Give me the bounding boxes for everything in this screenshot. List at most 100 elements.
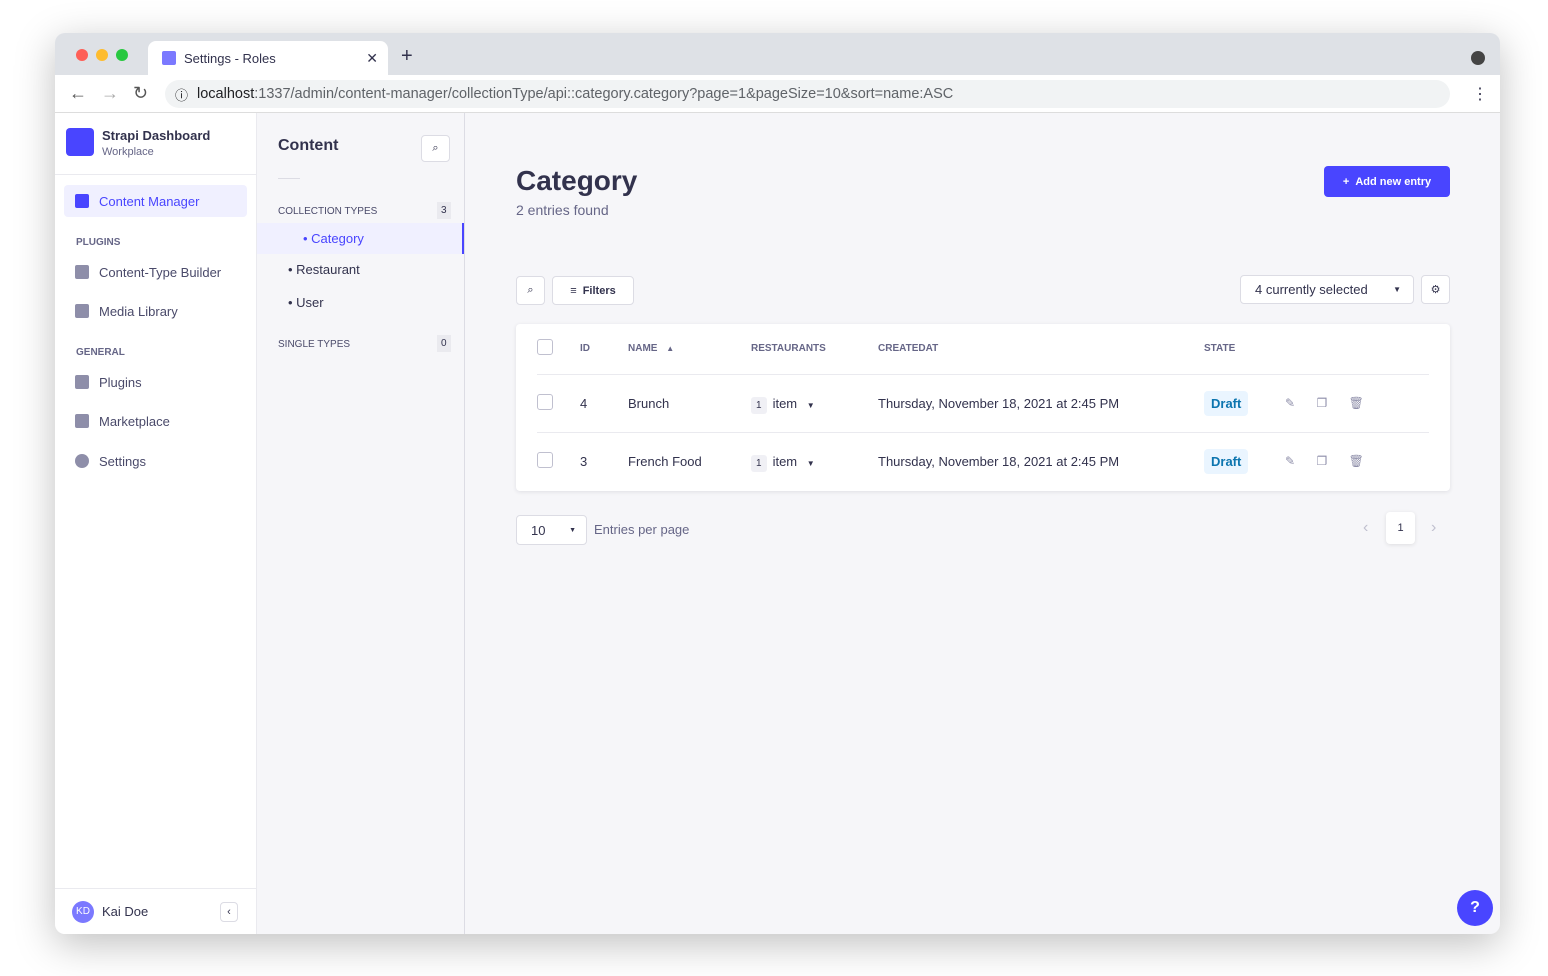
brand: Strapi Dashboard Workplace (55, 113, 256, 175)
sidebar-item-media-library[interactable]: Media Library (64, 295, 247, 327)
strapi-favicon-icon (162, 51, 176, 65)
url-input[interactable]: ⓘ localhost:1337/admin/content-manager/c… (165, 80, 1450, 108)
subnav-search-button[interactable]: ⌕ (421, 135, 450, 162)
back-icon[interactable]: ← (69, 83, 87, 103)
close-tab-icon[interactable]: ✕ (366, 49, 378, 66)
duplicate-icon[interactable]: ❐ (1316, 396, 1328, 410)
cell-restaurants[interactable]: 1 item ▼ (751, 373, 878, 432)
gear-icon (75, 454, 89, 468)
columns-select[interactable]: 4 currently selected ▼ (1240, 275, 1414, 304)
chevron-down-icon: ▼ (806, 458, 815, 468)
settings-button[interactable]: ⚙ (1421, 275, 1450, 304)
subnav-item-label: Restaurant (296, 262, 360, 277)
cell-name: Brunch (628, 373, 751, 432)
new-tab-button[interactable]: + (401, 45, 413, 67)
maximize-window-button[interactable] (116, 49, 128, 61)
sidebar-item-marketplace[interactable]: Marketplace (64, 405, 247, 437)
url-path: :1337/admin/content-manager/collectionTy… (254, 86, 954, 102)
info-icon: ⓘ (175, 87, 189, 103)
cell-restaurants[interactable]: 1 item ▼ (751, 431, 878, 490)
feather-icon (75, 194, 89, 208)
page-title: Category (516, 165, 638, 196)
page-size-select[interactable]: 10 ▼ (516, 515, 587, 545)
page-size-value: 10 (531, 522, 546, 538)
header-restaurants[interactable]: RESTAURANTS (751, 343, 826, 355)
content-subnav: Content ⌕ COLLECTION TYPES 3 • Category … (257, 113, 465, 934)
collapse-sidebar-button[interactable]: ‹ (220, 901, 238, 922)
collection-types-label: COLLECTION TYPES (278, 206, 378, 217)
row-checkbox[interactable] (537, 451, 553, 468)
brand-name: Strapi Dashboard (102, 128, 211, 143)
subnav-item-label: Category (311, 231, 364, 246)
sidebar-item-plugins[interactable]: Plugins (64, 366, 247, 398)
menu-icon[interactable]: ⋮ (1472, 86, 1488, 103)
edit-icon[interactable]: ✎ (1285, 396, 1296, 410)
cell-createdat: Thursday, November 18, 2021 at 2:45 PM (878, 373, 1204, 432)
url-host: localhost (197, 86, 255, 102)
sidebar-item-settings[interactable]: Settings (64, 445, 247, 477)
table-header: ID NAME ▲ RESTAURANTS CREATEDAT STATE (537, 324, 1429, 374)
entries-per-page-label: Entries per page (594, 522, 690, 537)
user-profile[interactable]: KD Kai Doe ‹ (55, 888, 256, 934)
filter-icon: ≡ (570, 284, 577, 297)
close-window-button[interactable] (76, 49, 88, 61)
header-state[interactable]: STATE (1204, 343, 1236, 355)
sidebar-item-label: Content Manager (99, 193, 200, 209)
tab-search-icon[interactable] (1471, 51, 1485, 65)
subnav-item-label: User (296, 295, 324, 310)
trash-icon[interactable]: 🗑 (1348, 454, 1364, 469)
general-section-label: GENERAL (76, 347, 125, 358)
plus-icon: + (1342, 175, 1350, 188)
subnav-item-category[interactable]: • Category (257, 223, 464, 254)
filters-label: Filters (582, 284, 616, 297)
main-content: Category 2 entries found + Add new entry … (465, 113, 1500, 934)
single-types-label: SINGLE TYPES (278, 339, 351, 350)
forward-icon[interactable]: → (101, 83, 119, 103)
row-checkbox[interactable] (537, 393, 553, 410)
minimize-window-button[interactable] (96, 49, 108, 61)
trash-icon[interactable]: 🗑 (1348, 396, 1364, 410)
layout-icon (75, 265, 89, 279)
select-all-checkbox[interactable] (537, 339, 553, 356)
cell-name: French Food (628, 431, 751, 490)
subnav-item-user[interactable]: • User (288, 295, 324, 310)
relation-label: item (772, 453, 798, 469)
add-new-entry-label: Add new entry (1355, 175, 1432, 188)
header-createdat[interactable]: CREATEDAT (878, 343, 939, 355)
status-badge: Draft (1204, 390, 1249, 416)
main-sidebar: Strapi Dashboard Workplace Content Manag… (55, 113, 257, 934)
help-button[interactable]: ? (1457, 890, 1493, 926)
add-new-entry-button[interactable]: + Add new entry (1324, 166, 1450, 197)
filters-button[interactable]: ≡ Filters (552, 276, 634, 305)
reload-icon[interactable]: ↻ (133, 83, 149, 103)
duplicate-icon[interactable]: ❐ (1316, 454, 1328, 469)
cell-id: 3 (580, 431, 628, 490)
search-button[interactable]: ⌕ (516, 276, 545, 305)
next-page-icon[interactable]: › (1431, 519, 1437, 536)
address-bar-row: ← → ↻ ⓘ localhost:1337/admin/content-man… (55, 75, 1500, 113)
puzzle-icon (75, 375, 89, 389)
picture-icon (75, 304, 89, 318)
cell-createdat: Thursday, November 18, 2021 at 2:45 PM (878, 431, 1204, 490)
browser-tab[interactable]: Settings - Roles ✕ (148, 41, 388, 75)
edit-icon[interactable]: ✎ (1285, 454, 1296, 469)
gear-icon: ⚙ (1430, 284, 1441, 296)
divider (278, 178, 300, 179)
relation-count: 1 (751, 396, 767, 414)
plugins-section-label: PLUGINS (76, 237, 121, 248)
subnav-title: Content (278, 137, 339, 154)
relation-label: item (772, 395, 798, 411)
relation-count: 1 (751, 454, 767, 472)
collection-count: 3 (437, 202, 451, 219)
page-1-button[interactable]: 1 (1386, 512, 1415, 544)
header-name[interactable]: NAME ▲ (628, 324, 751, 374)
prev-page-icon[interactable]: ‹ (1363, 519, 1369, 536)
table-row[interactable]: 4 Brunch 1 item ▼ Thursday, November 18, … (537, 373, 1429, 432)
sidebar-item-content-manager[interactable]: Content Manager (64, 185, 247, 217)
sidebar-item-content-type-builder[interactable]: Content-Type Builder (64, 256, 247, 288)
table-row[interactable]: 3 French Food 1 item ▼ Thursday, November… (537, 431, 1429, 490)
header-id[interactable]: ID (580, 343, 590, 355)
sidebar-item-label: Plugins (99, 374, 142, 390)
chevron-down-icon: ▼ (806, 400, 815, 410)
subnav-item-restaurant[interactable]: • Restaurant (288, 262, 360, 277)
